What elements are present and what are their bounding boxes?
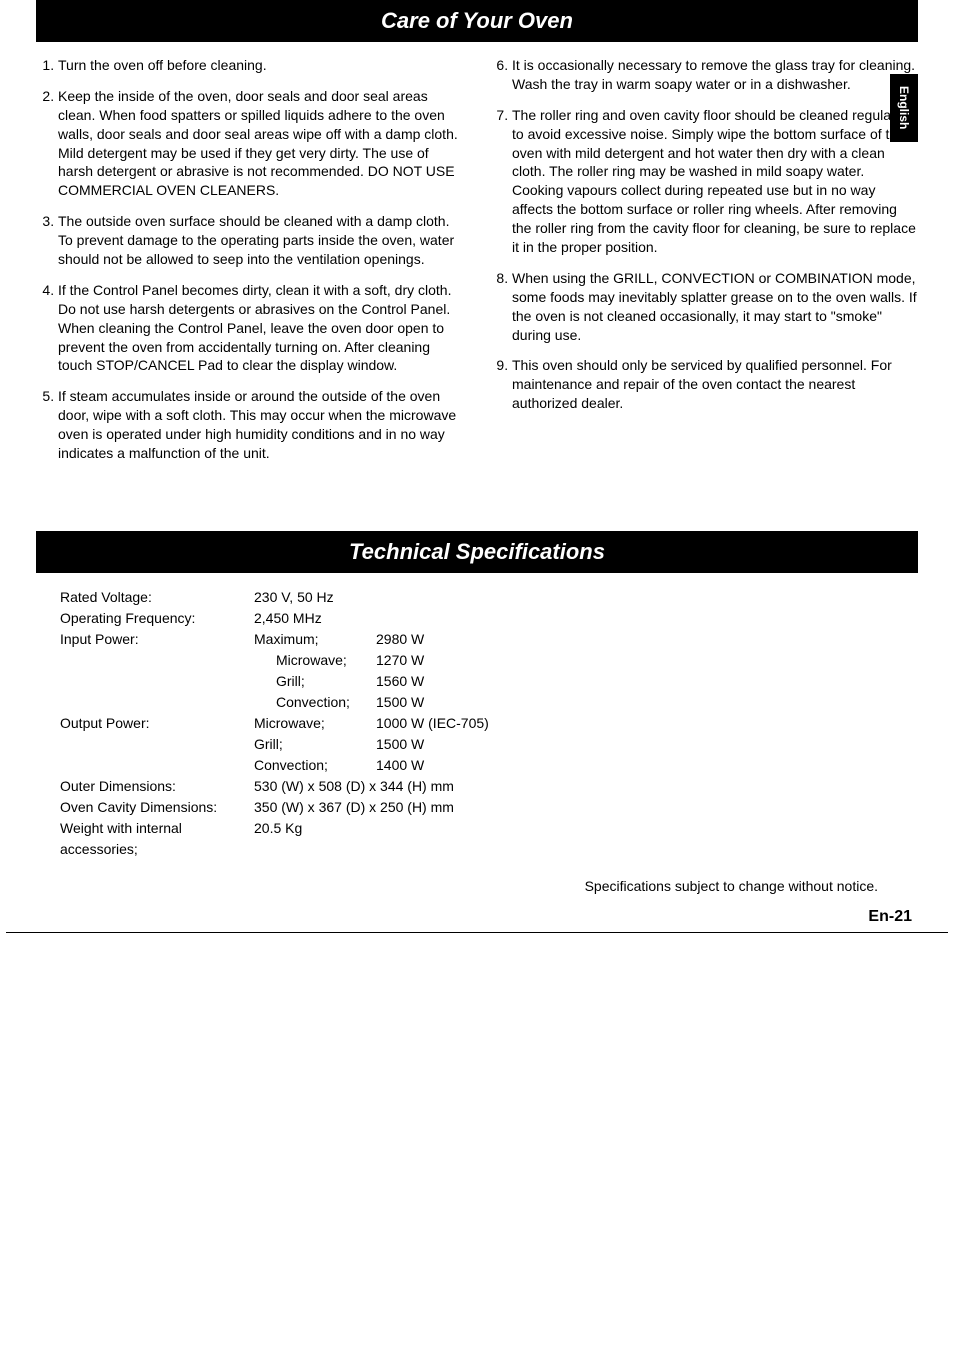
care-item: The outside oven surface should be clean… [58, 212, 464, 269]
care-item: If steam accumulates inside or around th… [58, 387, 464, 463]
page-number: En-21 [36, 908, 918, 926]
spec-row: Rated Voltage:230 V, 50 Hz [60, 587, 918, 608]
spec-value: 2980 W [376, 629, 918, 650]
care-right-column: It is occasionally necessary to remove t… [490, 56, 918, 475]
spec-row: Convection;1400 W [60, 755, 918, 776]
spec-label [60, 671, 254, 692]
spec-row: Output Power:Microwave;1000 W (IEC-705) [60, 713, 918, 734]
spec-sublabel: Microwave; [254, 713, 376, 734]
spec-sublabel: Convection; [254, 755, 376, 776]
spec-value: 350 (W) x 367 (D) x 250 (H) mm [254, 797, 918, 818]
spec-label: Outer Dimensions: [60, 776, 254, 797]
spec-row: Convection;1500 W [60, 692, 918, 713]
spec-sublabel: Grill; [254, 671, 376, 692]
care-item: Turn the oven off before cleaning. [58, 56, 464, 75]
spec-sublabel: Grill; [254, 734, 376, 755]
spec-value: 230 V, 50 Hz [254, 587, 918, 608]
care-list-left: Turn the oven off before cleaning. Keep … [36, 56, 464, 463]
spec-sublabel: Maximum; [254, 629, 376, 650]
care-item: When using the GRILL, CONVECTION or COMB… [512, 269, 918, 345]
spec-sublabel: Convection; [254, 692, 376, 713]
spec-label [60, 650, 254, 671]
care-item: Keep the inside of the oven, door seals … [58, 87, 464, 200]
spec-value: 2,450 MHz [254, 608, 918, 629]
spec-row: Operating Frequency:2,450 MHz [60, 608, 918, 629]
spec-value: 1500 W [376, 734, 918, 755]
care-item: This oven should only be serviced by qua… [512, 356, 918, 413]
spec-label: Rated Voltage: [60, 587, 254, 608]
spec-sublabel: Microwave; [254, 650, 376, 671]
spec-label [60, 734, 254, 755]
page-rule [6, 932, 948, 933]
care-item: It is occasionally necessary to remove t… [512, 56, 918, 94]
spec-row: Input Power:Maximum;2980 W [60, 629, 918, 650]
care-columns: Turn the oven off before cleaning. Keep … [36, 56, 918, 475]
spec-label: Output Power: [60, 713, 254, 734]
language-tab: English [890, 74, 918, 142]
section-title-care: Care of Your Oven [36, 0, 918, 42]
spec-value: 1560 W [376, 671, 918, 692]
spec-value: 20.5 Kg [254, 818, 918, 860]
spec-value: 1500 W [376, 692, 918, 713]
spec-value: 530 (W) x 508 (D) x 344 (H) mm [254, 776, 918, 797]
spec-label: Input Power: [60, 629, 254, 650]
care-list-right: It is occasionally necessary to remove t… [490, 56, 918, 413]
spec-label: Oven Cavity Dimensions: [60, 797, 254, 818]
spec-value: 1270 W [376, 650, 918, 671]
spec-value: 1000 W (IEC-705) [376, 713, 918, 734]
spec-row: Grill;1560 W [60, 671, 918, 692]
section-title-specs: Technical Specifications [36, 531, 918, 573]
spec-value: 1400 W [376, 755, 918, 776]
care-left-column: Turn the oven off before cleaning. Keep … [36, 56, 464, 475]
spec-label: Weight with internal accessories; [60, 818, 254, 860]
spec-row: Microwave;1270 W [60, 650, 918, 671]
spec-row: Oven Cavity Dimensions:350 (W) x 367 (D)… [60, 797, 918, 818]
spec-row: Outer Dimensions:530 (W) x 508 (D) x 344… [60, 776, 918, 797]
care-item: If the Control Panel becomes dirty, clea… [58, 281, 464, 375]
spec-label [60, 692, 254, 713]
spec-row: Grill;1500 W [60, 734, 918, 755]
spec-label [60, 755, 254, 776]
specs-body: Rated Voltage:230 V, 50 HzOperating Freq… [36, 587, 918, 860]
spec-row: Weight with internal accessories;20.5 Kg [60, 818, 918, 860]
spec-label: Operating Frequency: [60, 608, 254, 629]
care-item: The roller ring and oven cavity floor sh… [512, 106, 918, 257]
specs-note: Specifications subject to change without… [36, 878, 918, 894]
